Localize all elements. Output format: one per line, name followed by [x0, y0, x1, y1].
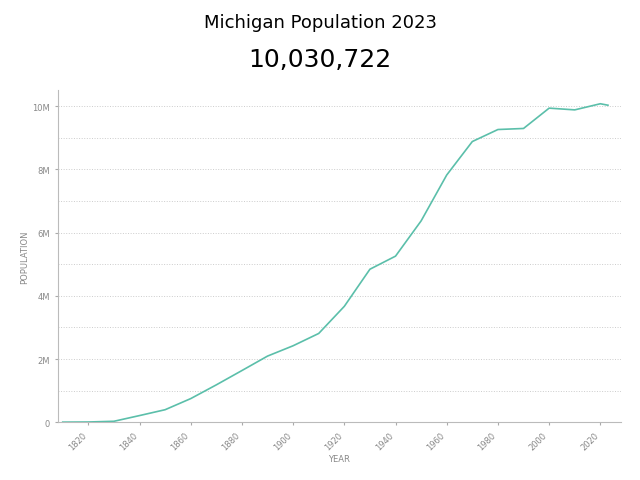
Text: Michigan Population 2023: Michigan Population 2023: [204, 14, 436, 32]
X-axis label: YEAR: YEAR: [328, 454, 350, 463]
Y-axis label: POPULATION: POPULATION: [20, 230, 29, 284]
Text: 10,030,722: 10,030,722: [248, 48, 392, 72]
